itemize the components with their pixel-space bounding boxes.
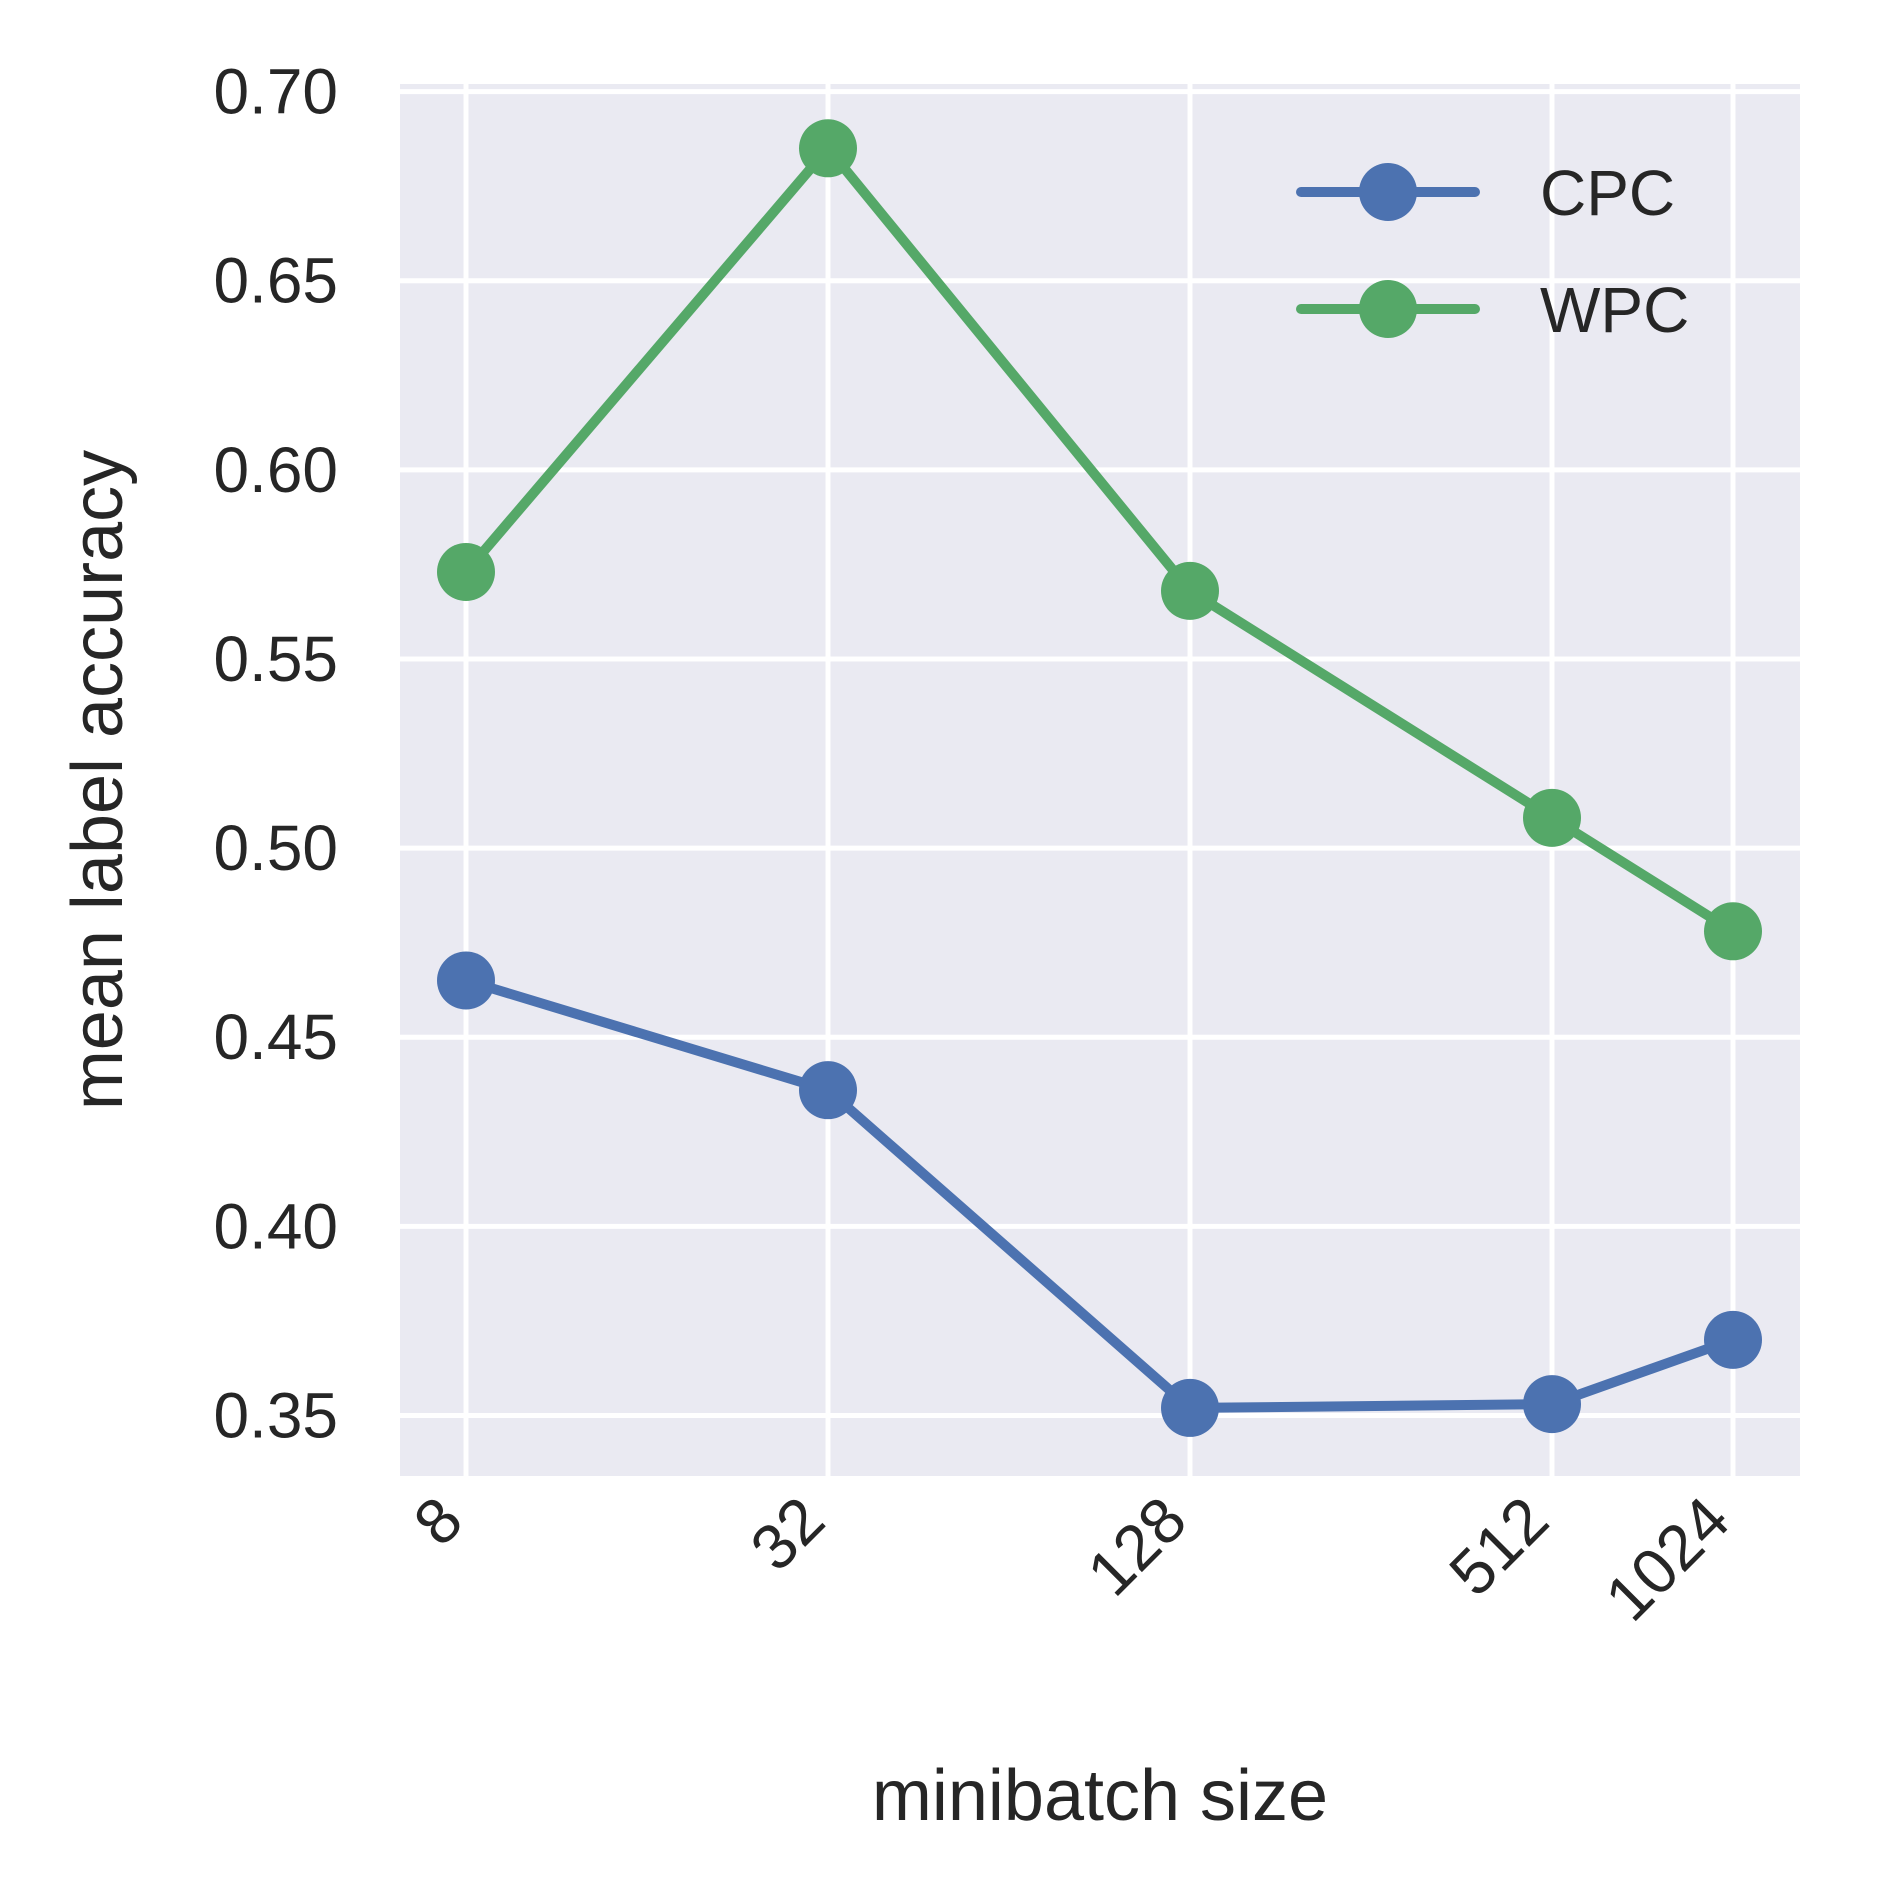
series-wpc	[437, 119, 1762, 961]
y-tick-label: 0.55	[213, 623, 338, 695]
x-axis-label: minibatch size	[872, 1756, 1328, 1836]
series-layer	[437, 119, 1762, 1437]
y-axis-label: mean label accuracy	[58, 450, 138, 1110]
y-tick-label: 0.35	[213, 1379, 338, 1451]
x-tick-label: 8	[400, 1483, 476, 1559]
y-axis-ticks: 0.35 0.40 0.45 0.50 0.55 0.60 0.65 0.70	[213, 56, 338, 1452]
data-point-cpc	[1523, 1375, 1581, 1434]
y-tick-label: 0.65	[213, 245, 338, 317]
y-tick-label: 0.40	[213, 1190, 338, 1262]
data-point-wpc	[1161, 561, 1219, 620]
x-tick-label: 32	[737, 1483, 838, 1584]
legend-item-wpc: WPC	[1296, 274, 1689, 346]
x-tick-label: 512	[1435, 1483, 1561, 1609]
data-point-wpc	[1704, 902, 1762, 961]
y-tick-label: 0.60	[213, 434, 338, 506]
legend-label-cpc: CPC	[1540, 157, 1675, 229]
legend-item-cpc: CPC	[1296, 157, 1675, 229]
data-point-wpc	[799, 119, 857, 178]
grid	[400, 84, 1800, 1476]
data-point-wpc	[437, 542, 495, 601]
legend-marker-cpc	[1359, 163, 1417, 221]
plot-background	[400, 84, 1800, 1476]
data-point-cpc	[1161, 1378, 1219, 1437]
data-point-cpc	[799, 1061, 857, 1120]
series-cpc	[437, 951, 1762, 1437]
legend-marker-wpc	[1359, 280, 1417, 338]
data-point-cpc	[437, 951, 495, 1010]
y-tick-label: 0.70	[213, 56, 338, 128]
x-tick-label: 128	[1073, 1483, 1199, 1609]
x-tick-label: 1024	[1591, 1483, 1743, 1635]
data-point-wpc	[1523, 788, 1581, 847]
legend-label-wpc: WPC	[1540, 274, 1689, 346]
x-axis-ticks: 8 32 128 512 1024	[400, 1483, 1743, 1635]
data-point-cpc	[1704, 1310, 1762, 1369]
y-tick-label: 0.45	[213, 1001, 338, 1073]
legend: CPC WPC	[1296, 157, 1689, 346]
y-tick-label: 0.50	[213, 812, 338, 884]
